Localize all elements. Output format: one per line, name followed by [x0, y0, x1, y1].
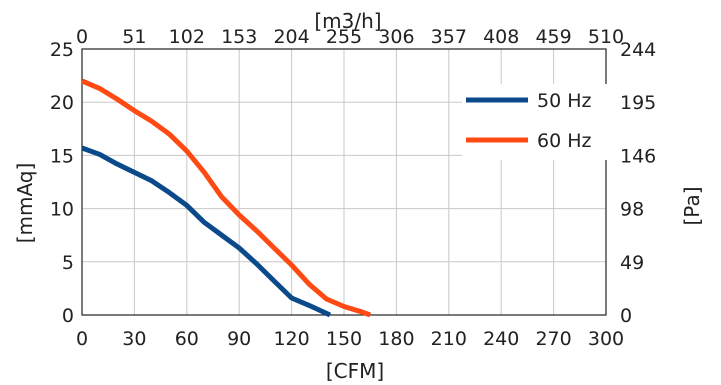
y2-tick-label: 195: [620, 92, 656, 114]
y-axis-left-ticks: 0 5 10 15 20 25: [50, 39, 74, 327]
x-tick-label: 150: [326, 328, 362, 350]
y-tick-label: 20: [50, 92, 74, 114]
y-tick-label: 25: [50, 39, 74, 61]
x2-tick-label: 357: [431, 26, 467, 48]
series-lines: [81, 78, 372, 318]
y2-tick-label: 49: [620, 252, 644, 274]
x-axis-bottom-ticks: 0 30 60 90 120 150 180 210 240 270 300: [76, 328, 624, 350]
x-axis-title: [CFM]: [326, 359, 384, 383]
y2-tick-label: 0: [620, 305, 632, 327]
x-axis-top-ticks: 0 51 102 153 204 255 306 357 408 459 510: [76, 26, 624, 48]
y-tick-label: 5: [62, 252, 74, 274]
x-tick-label: 90: [227, 328, 251, 350]
y2-tick-label: 98: [620, 199, 644, 221]
series-line-60-hz: [81, 78, 372, 318]
x2-tick-label: 408: [483, 26, 519, 48]
series-line-50-hz: [81, 145, 332, 318]
y2-axis-title: [Pa]: [680, 186, 704, 225]
plot-frame: [81, 48, 607, 316]
x2-tick-label: 510: [588, 26, 624, 48]
x-tick-label: 60: [175, 328, 199, 350]
x2-tick-label: 153: [221, 26, 257, 48]
y-axis-right-ticks: 0 49 98 146 195 244: [620, 39, 656, 327]
x2-tick-label: 0: [76, 26, 88, 48]
x-tick-label: 120: [273, 328, 309, 350]
x2-tick-label: 306: [378, 26, 414, 48]
legend-box: [462, 84, 610, 160]
legend-label: 60 Hz: [537, 130, 592, 152]
x2-tick-label: 102: [169, 26, 205, 48]
x-tick-label: 270: [535, 328, 571, 350]
y-tick-label: 0: [62, 305, 74, 327]
x2-tick-label: 204: [273, 26, 309, 48]
y2-tick-label: 146: [620, 145, 656, 167]
x2-tick-label: 459: [535, 26, 571, 48]
x-tick-label: 210: [431, 328, 467, 350]
x-tick-label: 0: [76, 328, 88, 350]
x2-tick-label: 255: [326, 26, 362, 48]
x-tick-label: 180: [378, 328, 414, 350]
y2-tick-label: 244: [620, 39, 656, 61]
x-tick-label: 300: [588, 328, 624, 350]
legend-label: 50 Hz: [537, 90, 592, 112]
y-axis-title: [mmAq]: [13, 163, 37, 244]
x2-tick-label: 51: [122, 26, 146, 48]
x2-axis-title: [m3/h]: [314, 9, 381, 33]
y-tick-label: 15: [50, 145, 74, 167]
x-tick-label: 240: [483, 328, 519, 350]
x-tick-label: 30: [122, 328, 146, 350]
y-tick-label: 10: [50, 199, 74, 221]
legend: 50 Hz 60 Hz: [462, 84, 610, 160]
